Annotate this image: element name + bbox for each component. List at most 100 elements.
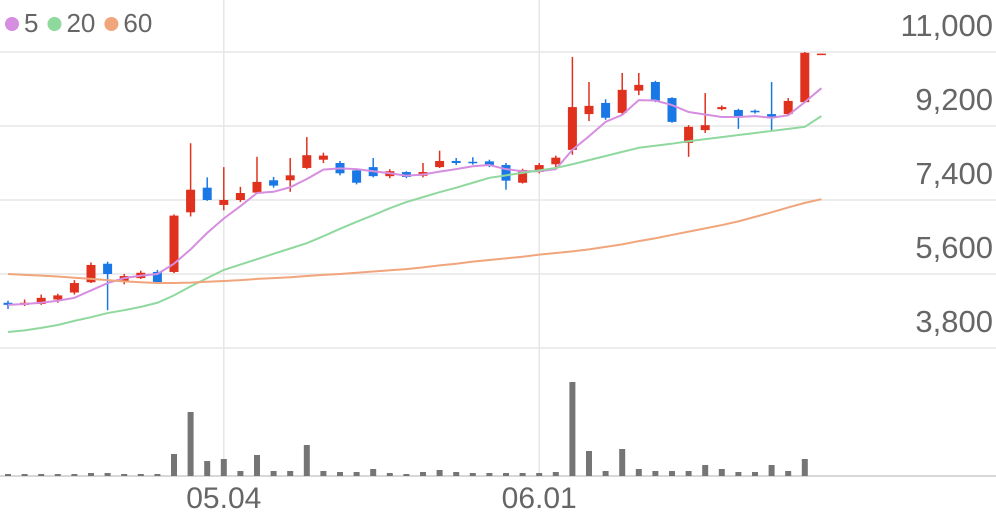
ma-line xyxy=(7,87,823,306)
x-tick-label: 05.04 xyxy=(186,482,261,515)
y-tick-label: 11,000 xyxy=(900,8,993,43)
volume-bar xyxy=(237,471,244,476)
volume-bar xyxy=(602,471,609,476)
ma-line xyxy=(7,198,822,285)
volume-bar xyxy=(768,465,775,476)
volume-bar xyxy=(171,454,177,476)
candle-body xyxy=(219,200,229,205)
candle-body xyxy=(152,271,162,283)
candle-body xyxy=(451,160,461,163)
volume-bar xyxy=(519,473,526,476)
candle-body xyxy=(302,155,312,168)
volume-bar xyxy=(436,470,443,476)
y-tick-label: 7,400 xyxy=(915,156,993,191)
volume-bar xyxy=(254,455,260,476)
candle-body xyxy=(717,107,727,110)
candle-body xyxy=(501,165,511,181)
candle-body xyxy=(816,53,826,56)
volume-bar xyxy=(303,445,310,476)
volume-bar xyxy=(104,473,111,476)
volume-bar xyxy=(702,465,709,476)
legend-label: 60 xyxy=(123,8,152,38)
legend-swatch xyxy=(47,17,62,31)
volume-bar xyxy=(785,471,792,476)
ma-line xyxy=(7,115,822,333)
volume-bar xyxy=(287,471,294,476)
volume-bar xyxy=(137,474,144,476)
volume-bar xyxy=(635,469,642,476)
candle-body xyxy=(285,175,295,181)
y-tick-label: 5,600 xyxy=(915,230,993,265)
volume-bar xyxy=(204,461,211,476)
volume-bar xyxy=(586,451,592,476)
volume-bar xyxy=(320,471,327,476)
candle-body xyxy=(252,181,262,193)
volume-bar xyxy=(38,474,45,476)
volume-bar xyxy=(21,474,28,476)
volume-bar xyxy=(735,472,742,476)
candle-body xyxy=(69,283,79,293)
volume-bar xyxy=(652,471,659,476)
volume-bar xyxy=(453,472,460,476)
volume-bar xyxy=(469,473,476,476)
volume-bar xyxy=(420,472,426,476)
volume-bar xyxy=(801,459,808,476)
candle-body xyxy=(401,172,411,177)
volume-bar xyxy=(486,473,493,476)
candle-body xyxy=(534,165,544,173)
volume-bar xyxy=(503,473,509,476)
candle-body xyxy=(551,157,561,165)
candle-body xyxy=(53,295,63,300)
legend-swatch xyxy=(104,17,119,31)
volume-bar xyxy=(370,469,377,476)
candle-body xyxy=(601,102,611,118)
candle-body xyxy=(103,263,113,274)
candle-body xyxy=(667,98,677,122)
candle-body xyxy=(186,189,196,213)
legend-label: 20 xyxy=(66,8,95,38)
candle-body xyxy=(567,107,577,150)
candle-body xyxy=(484,161,494,166)
volume-bar xyxy=(569,382,576,476)
candle-body xyxy=(235,193,245,200)
legend-swatch xyxy=(5,17,19,31)
candle-body xyxy=(800,52,810,103)
candle-body xyxy=(783,100,793,115)
volume-bar xyxy=(121,474,128,476)
volume-bar xyxy=(154,474,161,476)
candle-body xyxy=(468,161,478,164)
volume-bar xyxy=(220,459,227,476)
volume-bar xyxy=(187,412,194,476)
volume-bar xyxy=(403,474,410,476)
candle-body xyxy=(650,82,660,101)
volume-bar xyxy=(718,469,725,476)
volume-bar xyxy=(337,472,343,476)
candle-body xyxy=(733,109,743,117)
volume-bar xyxy=(54,474,61,476)
volume-bar xyxy=(353,472,360,476)
candle-body xyxy=(3,302,13,305)
volume-bar xyxy=(752,472,758,476)
volume-bar xyxy=(669,471,675,476)
candle-body xyxy=(700,125,710,131)
x-tick-label: 06.01 xyxy=(502,482,577,515)
candle-body xyxy=(318,155,328,160)
volume-bar xyxy=(552,472,559,476)
candle-body xyxy=(86,264,96,283)
y-tick-label: 3,800 xyxy=(915,304,993,339)
candle-body xyxy=(767,114,777,118)
candle-body xyxy=(435,160,445,168)
candle-body xyxy=(202,187,212,200)
volume-bar xyxy=(685,471,692,476)
volume-bar xyxy=(536,473,543,476)
candle-body xyxy=(169,215,179,272)
volume-bar xyxy=(386,473,393,476)
candle-body xyxy=(518,169,528,183)
candle-body xyxy=(269,180,279,186)
candle-body xyxy=(584,105,594,115)
candle-body xyxy=(352,170,362,183)
candle-body xyxy=(634,84,644,91)
candle-body xyxy=(684,126,694,143)
